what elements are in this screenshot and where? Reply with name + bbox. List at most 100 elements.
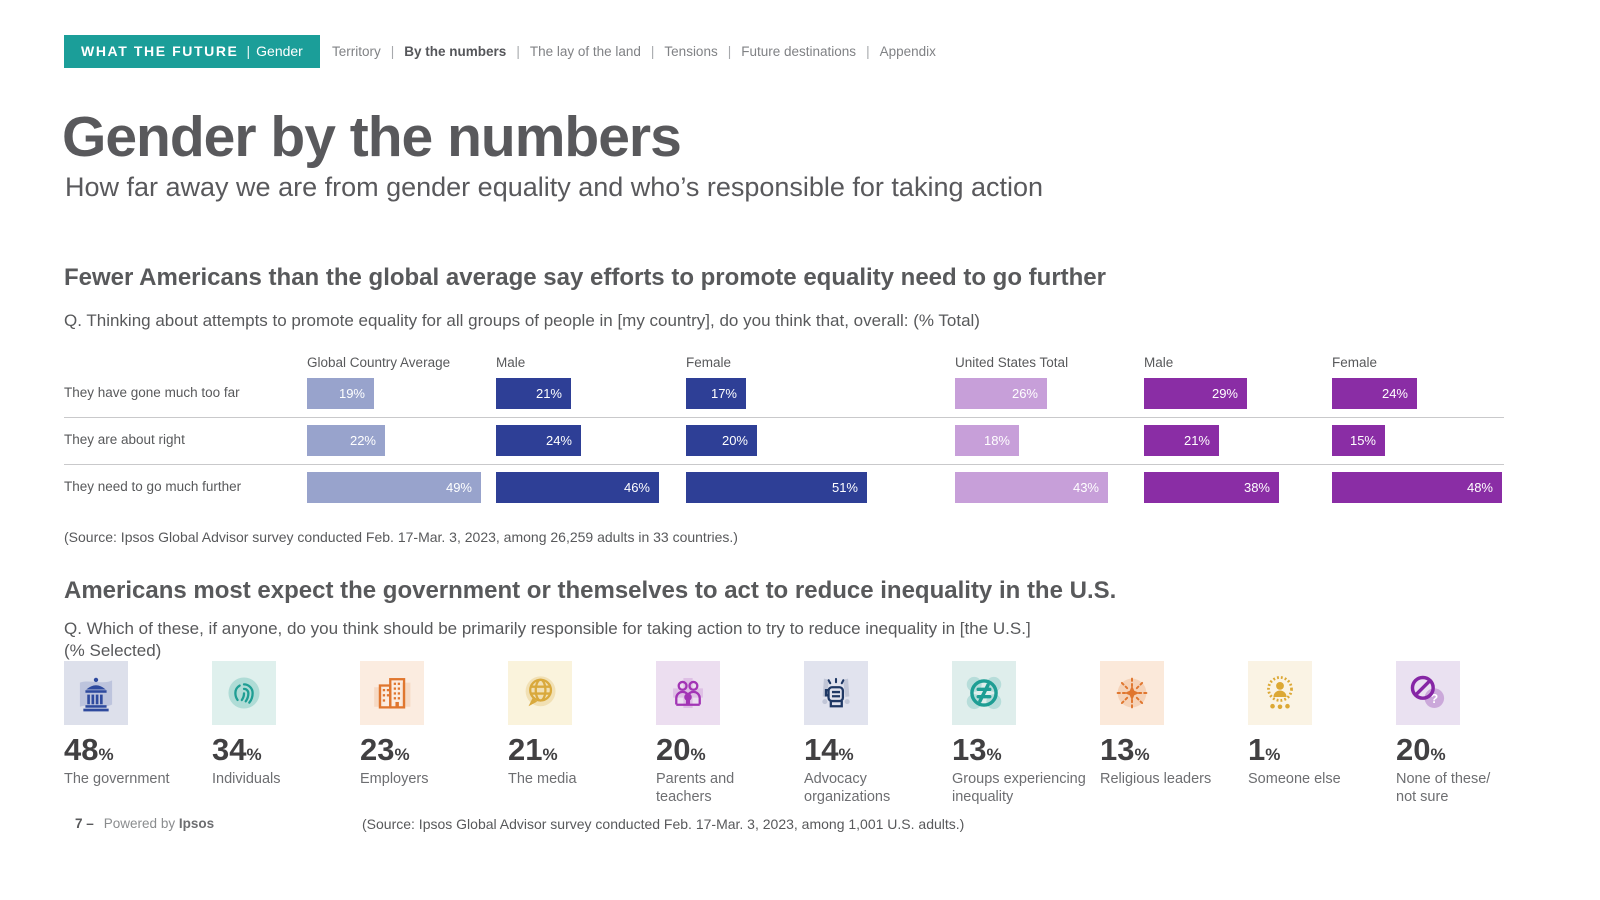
chart-bar-global-male-they-have-gone-much-too-far: 21% <box>496 378 571 409</box>
not-equal-icon <box>966 676 1002 710</box>
equality-bar-chart: Global Country Average Male Female United S… <box>64 350 1504 512</box>
percent-sign: % <box>394 745 410 764</box>
percent-sign: % <box>246 745 262 764</box>
stat-tile <box>952 661 1016 725</box>
section1-heading: Fewer Americans than the global average … <box>64 264 1106 291</box>
stat-number: 34 <box>212 732 247 767</box>
chart-bar-global-global-country-average-they-need-to-go-much-further: 49% <box>307 472 481 503</box>
nav-item-future-destinations[interactable]: Future destinations <box>741 44 857 59</box>
chart-row-divider <box>64 417 1504 418</box>
stat-value: 13% <box>1100 734 1240 765</box>
buildings-icon <box>374 678 411 709</box>
stat-value: 20% <box>1396 734 1536 765</box>
chart-bar-united-states-male-they-are-about-right: 21% <box>1144 425 1219 456</box>
stat-number: 48 <box>64 732 99 767</box>
chart-column-header-united-states-united-states-total: United States Total <box>955 355 1069 370</box>
chart-row-label-they-are-about-right: They are about right <box>64 432 185 447</box>
stat-advocacy-organizations: 14% Advocacy organizations <box>804 661 944 806</box>
percent-sign: % <box>838 745 854 764</box>
chart-column-header-global-female: Female <box>686 355 732 370</box>
stat-value: 20% <box>656 734 796 765</box>
stat-tile <box>508 661 572 725</box>
family-icon <box>673 678 703 708</box>
stat-label: None of these/ not sure <box>1396 771 1491 806</box>
stat-number: 1 <box>1248 732 1266 767</box>
stat-tile <box>656 661 720 725</box>
chart-bar-united-states-female-they-are-about-right: 15% <box>1332 425 1385 456</box>
stat-label: Advocacy organizations <box>804 771 891 806</box>
section1-source: (Source: Ipsos Global Advisor survey con… <box>64 529 738 545</box>
stat-label: The government <box>64 771 170 787</box>
percent-sign: % <box>986 745 1002 764</box>
percent-sign: % <box>1134 745 1150 764</box>
chart-bar-united-states-male-they-need-to-go-much-further: 38% <box>1144 472 1279 503</box>
page-number: 7 – <box>75 816 94 831</box>
chart-bar-global-male-they-need-to-go-much-further: 46% <box>496 472 659 503</box>
nav-item-territory[interactable]: Territory <box>332 44 381 59</box>
nav-separator: | <box>516 44 520 59</box>
stat-tile <box>1100 661 1164 725</box>
percent-sign: % <box>1430 745 1446 764</box>
stat-value: 23% <box>360 734 500 765</box>
chart-bar-united-states-united-states-total-they-need-to-go-much-further: 43% <box>955 472 1108 503</box>
stat-tile <box>804 661 868 725</box>
chart-row-label-they-need-to-go-much-further: They need to go much further <box>64 479 242 494</box>
government-icon <box>79 677 113 712</box>
chart-column-header-global-male: Male <box>496 355 526 370</box>
stat-the-government: 48% The government <box>64 661 204 806</box>
page-subtitle: How far away we are from gender equality… <box>65 172 1044 202</box>
chart-column-header-united-states-female: Female <box>1332 355 1378 370</box>
stat-value: 34% <box>212 734 352 765</box>
chart-bar-united-states-united-states-total-they-have-gone-much-too-far: 26% <box>955 378 1047 409</box>
stat-value: 1% <box>1248 734 1388 765</box>
chart-bar-global-global-country-average-they-have-gone-much-too-far: 19% <box>307 378 374 409</box>
stat-value: 14% <box>804 734 944 765</box>
powered-by-label: Powered by <box>103 816 179 831</box>
percent-sign: % <box>542 745 558 764</box>
stat-number: 20 <box>656 732 691 767</box>
chart-bar-united-states-female-they-have-gone-much-too-far: 24% <box>1332 378 1417 409</box>
stat-number: 13 <box>952 732 987 767</box>
nav-item-by-the-numbers[interactable]: By the numbers <box>404 44 507 59</box>
stat-parents-and-teachers: 20% Parents and teachers <box>656 661 796 806</box>
stat-employers: 23% Employers <box>360 661 500 806</box>
wtf-brand-badge[interactable]: WHAT THE FUTURE | Gender <box>64 35 320 68</box>
chart-bar-global-female-they-are-about-right: 20% <box>686 425 757 456</box>
ipsos-logo-text: Ipsos <box>178 816 215 831</box>
stat-tile <box>360 661 424 725</box>
stat-religious-leaders: 13% Religious leaders <box>1100 661 1240 806</box>
stat-number: 13 <box>1100 732 1135 767</box>
chart-row-label-they-have-gone-much-too-far: They have gone much too far <box>64 385 240 400</box>
svg-text:?: ? <box>1430 692 1438 706</box>
stat-the-media: 21% The media <box>508 661 648 806</box>
stat-value: 48% <box>64 734 204 765</box>
stat-label: Someone else <box>1248 771 1341 787</box>
nav-item-appendix[interactable]: Appendix <box>879 44 936 59</box>
fingerprint-icon <box>228 677 260 709</box>
nav-separator: | <box>727 44 732 59</box>
chart-column-header-united-states-male: Male <box>1144 355 1174 370</box>
stat-groups-experiencing-inequality: 13% Groups experiencing inequality <box>952 661 1092 806</box>
globe-speech-icon <box>525 676 556 707</box>
stat-label: The media <box>508 771 577 787</box>
section2-question-line1: Q. Which of these, if anyone, do you thi… <box>64 619 1031 638</box>
badge-edition: Gender <box>256 43 303 59</box>
main-nav: Territory | By the numbers | The lay of the … <box>328 44 940 59</box>
badge-separator: | <box>246 43 251 59</box>
percent-sign: % <box>98 745 114 764</box>
person-icon <box>1267 676 1293 710</box>
footer: 7 – Powered by Ipsos <box>75 816 214 831</box>
stat-label: Religious leaders <box>1100 771 1212 787</box>
stat-number: 20 <box>1396 732 1431 767</box>
nav-item-the-lay-of-the-land[interactable]: The lay of the land <box>529 44 641 59</box>
stat-label: Parents and teachers <box>656 771 735 806</box>
nav-separator: | <box>390 44 395 59</box>
stat-tile: ? <box>1396 661 1460 725</box>
section2-question-line2: (% Selected) <box>64 641 162 660</box>
starburst-icon <box>1116 677 1148 709</box>
badge-title: WHAT THE FUTURE <box>81 43 239 59</box>
stat-number: 14 <box>804 732 839 767</box>
stat-value: 21% <box>508 734 648 765</box>
nav-item-tensions[interactable]: Tensions <box>664 44 718 59</box>
stat-number: 23 <box>360 732 395 767</box>
